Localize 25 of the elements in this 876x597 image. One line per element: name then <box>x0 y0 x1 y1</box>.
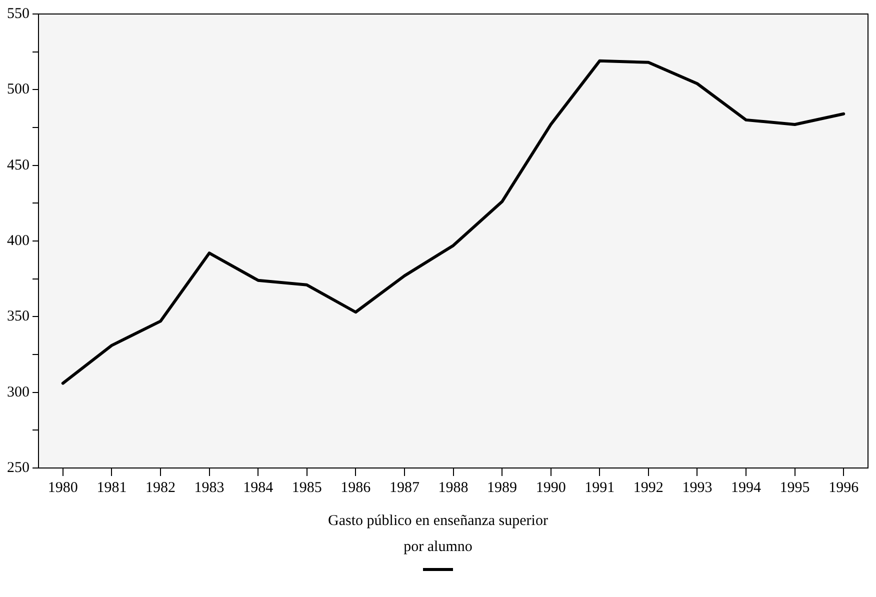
x-tick-label: 1982 <box>145 480 176 496</box>
x-tick-label: 1983 <box>194 480 224 496</box>
x-tick-label: 1991 <box>584 480 615 496</box>
x-tick-label: 1996 <box>828 480 860 496</box>
x-tick-label: 1988 <box>438 480 468 496</box>
y-tick-label: 400 <box>7 232 30 249</box>
y-tick-label: 250 <box>7 460 30 476</box>
y-tick-label: 500 <box>7 82 30 98</box>
x-tick-label: 1981 <box>96 480 127 496</box>
y-tick-label: 450 <box>7 157 30 174</box>
x-tick-label: 1995 <box>780 480 810 496</box>
y-tick-label: 350 <box>7 308 30 325</box>
y-tick-label: 550 <box>7 6 30 22</box>
x-tick-label: 1989 <box>487 480 518 496</box>
y-tick-label: 300 <box>7 384 30 400</box>
x-tick-label: 1993 <box>682 480 712 496</box>
x-tick-label: 1994 <box>731 480 762 496</box>
x-tick-label: 1980 <box>48 480 78 496</box>
x-tick-label: 1984 <box>243 480 274 496</box>
x-tick-label: 1986 <box>340 480 372 496</box>
text: Gasto público en enseñanza superior por alumno <box>327 512 549 557</box>
x-tick-label: 1992 <box>633 480 664 496</box>
x-tick-label: 1990 <box>536 480 566 496</box>
x-tick-label: 1985 <box>292 480 322 496</box>
x-tick-label: 1987 <box>389 480 420 496</box>
